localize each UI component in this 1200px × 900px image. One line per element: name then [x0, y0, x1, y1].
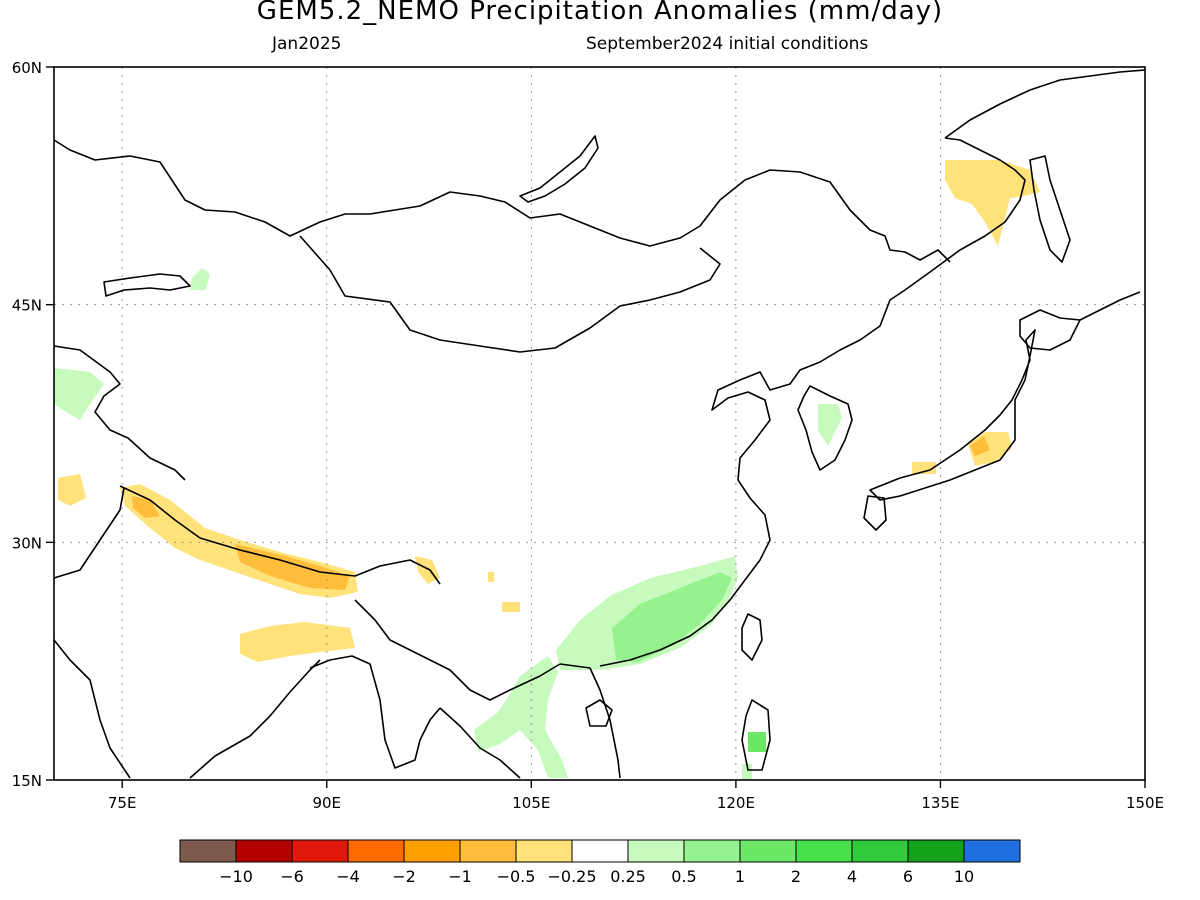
colorbar-tick-label: −10: [219, 867, 253, 886]
colorbar-swatch: [179, 839, 237, 863]
colorbar-swatch: [347, 839, 405, 863]
colorbar-tick-label: −1: [448, 867, 472, 886]
lake-baikal: [519, 135, 599, 203]
longitude-label: 105E: [512, 794, 550, 812]
japan-honshu: [869, 329, 1036, 501]
border-central-asia: [53, 345, 186, 481]
latitude-label: 15N: [12, 772, 42, 790]
coastlines-and-borders: [53, 69, 1146, 779]
longitude-labels: 75E 90E 105E 120E 135E 150E: [108, 780, 1164, 812]
colorbar-tick-label: −4: [336, 867, 360, 886]
colorbar-swatch: [739, 839, 797, 863]
colorbar-swatch: [459, 839, 517, 863]
latitude-label: 60N: [12, 59, 42, 77]
latitude-label: 45N: [12, 297, 42, 315]
colorbar-tick-label: −0.25: [547, 867, 596, 886]
colorbar-swatch: [683, 839, 741, 863]
colorbar-tick-label: 2: [791, 867, 801, 886]
colorbar-tick-label: 0.5: [671, 867, 696, 886]
colorbar-tick-label: 0.25: [610, 867, 646, 886]
longitude-label: 120E: [717, 794, 755, 812]
longitude-label: 90E: [312, 794, 341, 812]
latitude-label: 30N: [12, 534, 42, 552]
border-russia-south: [53, 139, 951, 263]
kuril-islands: [1079, 291, 1141, 321]
colorbar-swatch: [627, 839, 685, 863]
graticule: [54, 67, 1145, 780]
colorbar-swatch: [235, 839, 293, 863]
forecast-month: Jan2025: [272, 34, 342, 54]
colorbar-tick-label: 10: [954, 867, 974, 886]
colorbar-swatch: [907, 839, 965, 863]
colorbar-swatch: [851, 839, 909, 863]
border-himalaya: [119, 485, 441, 585]
coast-india: [53, 639, 321, 779]
latitude-labels: 60N 45N 30N 15N: [12, 59, 54, 790]
anomaly-bengal-dry: [240, 622, 355, 662]
border-myanmar: [354, 599, 561, 701]
anomaly-east-tibet-dry: [415, 556, 440, 584]
colorbar-swatch: [515, 839, 573, 863]
coast-far-east: [904, 137, 1026, 291]
anomaly-japan-dry-core: [970, 436, 990, 456]
sakhalin-island: [1029, 155, 1071, 263]
colorbar: −10 −6 −4 −2 −1 −0.5 −0.25 0.25 0.5 1 2 4 6 10: [179, 839, 1021, 886]
colorbar-swatch: [291, 839, 349, 863]
anomaly-korea-wet: [818, 404, 842, 446]
colorbar-tick-label: 4: [847, 867, 857, 886]
initial-conditions-label: September2024 initial conditions: [586, 34, 869, 54]
colorbar-tick-label: −6: [280, 867, 304, 886]
anomaly-balkhash-wet: [190, 268, 210, 290]
anomaly-small-dry-1: [502, 602, 520, 612]
colorbar-tick-label: −2: [392, 867, 416, 886]
coast-china-east: [599, 289, 906, 667]
japan-kyushu: [863, 495, 887, 531]
colorbar-tick-label: 6: [903, 867, 913, 886]
longitude-label: 75E: [108, 794, 137, 812]
colorbar-tick-label: −0.5: [497, 867, 536, 886]
anomaly-luzon-wet: [748, 732, 766, 752]
coast-bengal: [309, 655, 441, 769]
map-frame: [53, 66, 1146, 781]
coast-okhotsk: [944, 69, 1146, 139]
anomaly-far-east-dry: [945, 160, 1040, 246]
philippines-luzon: [741, 699, 771, 771]
coast-korea: [797, 385, 853, 471]
longitude-label: 135E: [921, 794, 959, 812]
lake-balkhash: [103, 273, 191, 297]
colorbar-tick-label: 1: [735, 867, 745, 886]
border-mongolia-south: [299, 235, 721, 353]
anomaly-se-china-wet-core: [612, 572, 732, 662]
anomaly-himalaya-dry-core: [132, 496, 350, 590]
colorbar-swatch: [403, 839, 461, 863]
anomaly-indochina-wet: [474, 656, 568, 778]
colorbar-swatch: [795, 839, 853, 863]
hainan-island: [585, 699, 613, 727]
anomaly-small-dry-2: [488, 572, 494, 582]
japan-hokkaido: [1019, 309, 1081, 351]
taiwan-island: [741, 613, 763, 661]
map-title: GEM5.2_NEMO Precipitation Anomalies (mm/…: [256, 0, 944, 26]
anomaly-luzon-wet-2: [742, 764, 752, 780]
anomaly-central-asia-wet: [54, 368, 104, 420]
colorbar-swatch: [571, 839, 629, 863]
border-pakistan-india: [53, 487, 125, 579]
anomaly-shading: [54, 160, 1040, 780]
longitude-label: 150E: [1126, 794, 1164, 812]
colorbar-swatch: [963, 839, 1021, 863]
anomaly-japan-dry-2: [912, 462, 936, 474]
anomaly-pakistan-dry: [58, 474, 86, 506]
